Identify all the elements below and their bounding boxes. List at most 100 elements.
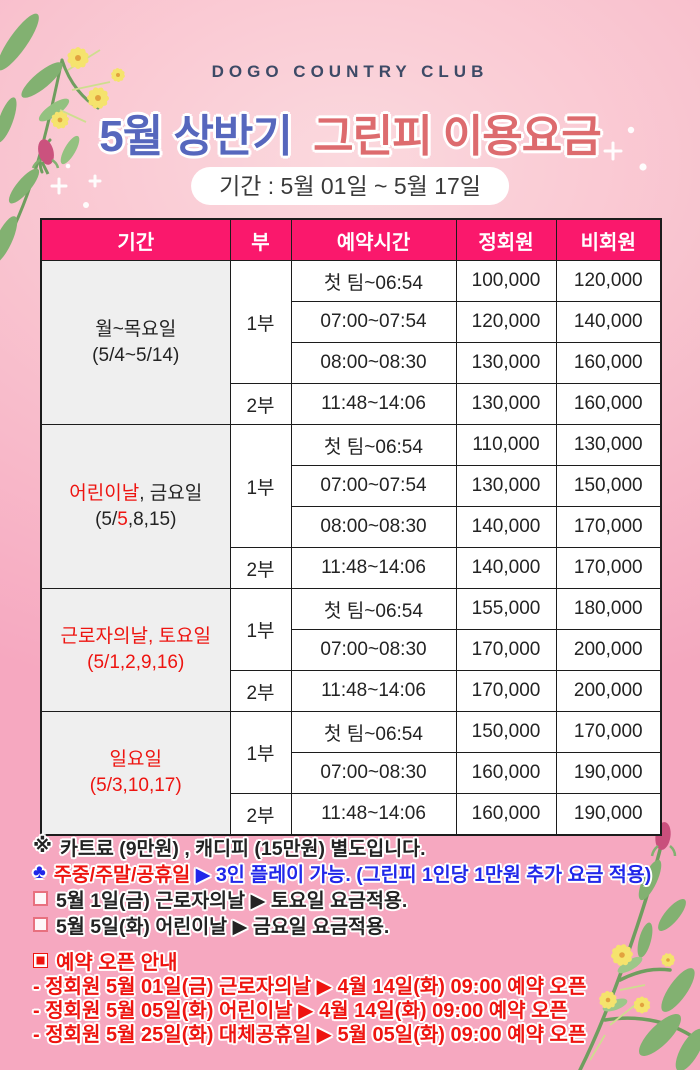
reservation-item: - 정회원 5월 05일(화) 어린이날 ▶ 4월 14일(화) 09:00 예… [33,999,568,1022]
member-price-cell: 130,000 [455,383,557,425]
teetime-cell: 첫 팀~06:54 [290,588,457,630]
session-cell: 2부 [229,793,292,836]
table-row: 07:00~07:54 120,000 140,000 [41,301,662,343]
reservation-item: - 정회원 5월 25일(화) 대체공휴일 ▶ 5월 05일(화) 09:00 … [33,1023,587,1046]
header-session: 부 [229,218,292,261]
teetime-cell: 08:00~08:30 [290,506,457,548]
period-line: (5/1,2,9,16) [87,652,185,673]
teetime-cell: 첫 팀~06:54 [290,424,457,466]
period-line: (5/4~5/14) [92,344,180,366]
teetime-cell: 첫 팀~06:54 [290,260,457,302]
period-cell: 근로자의날, 토요일 (5/1,2,9,16) [40,588,231,712]
nonmember-price-cell: 160,000 [555,342,662,384]
note-line: 5월 1일(금) 근로자의날 ▶ 토요일 요금적용. [33,885,683,912]
member-price-cell: 160,000 [455,752,557,794]
club-icon: ♣ [33,860,46,883]
member-price-cell: 120,000 [455,301,557,343]
nonmember-price-cell: 190,000 [555,793,662,836]
period-line: (5/3,10,17) [89,775,182,796]
table-row: 일요일 (5/3,10,17) 1부 첫 팀~06:54 150,000 170,000 [40,711,662,836]
teetime-cell: 11:48~14:06 [290,383,457,425]
note-line: 5월 5일(화) 어린이날 ▶ 금요일 요금적용. [33,911,683,938]
title-subject: 그린피 이용요금 [313,112,602,161]
filled-square-icon [33,952,48,968]
teetime-cell: 07:00~07:54 [290,301,457,343]
teetime-cell: 11:48~14:06 [290,547,457,589]
table-row: 2부 11:48~14:06 160,000 190,000 [41,793,662,836]
square-outline-icon [33,916,48,932]
session-cell: 1부 [229,711,292,794]
club-name: DOGO COUNTRY CLUB [211,62,489,81]
note-line: ※ 카트료 (9만원) , 캐디피 (15만원) 별도입니다. [33,833,683,860]
member-price-cell: 130,000 [455,465,557,507]
nonmember-price-cell: 120,000 [555,260,662,302]
table-row: 07:00~07:54 130,000 150,000 [41,465,662,507]
title-month: 5월 상반기 [99,112,293,161]
session-cell: 1부 [229,424,292,548]
session-cell: 2부 [229,547,292,589]
member-price-cell: 130,000 [455,342,557,384]
member-price-cell: 100,000 [455,260,557,302]
period-line: 어린이날, 금요일 [69,482,203,504]
page-title: 5월 상반기 그린피 이용요금 [0,100,700,164]
session-cell: 2부 [229,670,292,712]
teetime-cell: 08:00~08:30 [290,342,457,384]
table-row: 07:00~08:30 170,000 200,000 [41,629,662,671]
nonmember-price-cell: 170,000 [555,506,662,548]
member-price-cell: 160,000 [455,793,557,836]
header-nonmember: 비회원 [555,218,662,261]
header-member: 정회원 [455,218,557,261]
table-row: 07:00~08:30 160,000 190,000 [41,752,662,794]
period-line: (5/5,8,15) [95,508,177,530]
nonmember-price-cell: 140,000 [555,301,662,343]
session-cell: 1부 [229,260,292,384]
table-row: 월~목요일 (5/4~5/14) 1부 첫 팀~06:54 100,000 120,000 [40,260,662,425]
reservation-item: - 정회원 5월 01일(금) 근로자의날 ▶ 4월 14일(화) 09:00 … [33,975,587,998]
period-cell: 일요일 (5/3,10,17) [40,711,231,836]
teetime-cell: 07:00~08:30 [290,629,457,671]
nonmember-price-cell: 200,000 [555,629,662,671]
member-price-cell: 155,000 [455,588,557,630]
note-text: 주중/주말/공휴일 ▶ 3인 플레이 가능. (그린피 1인당 1만원 추가 요… [53,863,652,886]
reservation-heading: 예약 오픈 안내 [33,948,693,974]
header-teetime: 예약시간 [290,218,457,261]
teetime-cell: 첫 팀~06:54 [290,711,457,753]
nonmember-price-cell: 130,000 [555,424,662,466]
nonmember-price-cell: 180,000 [555,588,662,630]
note-line: ♣ 주중/주말/공휴일 ▶ 3인 플레이 가능. (그린피 1인당 1만원 추가 … [33,859,683,886]
member-price-cell: 150,000 [455,711,557,753]
member-price-cell: 140,000 [455,547,557,589]
period-line: 일요일 [109,749,162,770]
nonmember-price-cell: 170,000 [555,711,662,753]
table-row: 어린이날, 금요일 (5/5,8,15) 1부 첫 팀~06:54 110,000 130… [40,424,662,589]
note-text: 5월 1일(금) 근로자의날 ▶ 토요일 요금적용. [56,889,408,912]
square-outline-icon [33,890,48,906]
period-line: 근로자의날, 토요일 [60,626,211,647]
teetime-cell: 11:48~14:06 [290,670,457,712]
member-price-cell: 170,000 [455,670,557,712]
teetime-cell: 07:00~08:30 [290,752,457,794]
table-row: 근로자의날, 토요일 (5/1,2,9,16) 1부 첫 팀~06:54 155,000… [40,588,662,712]
table-row: 2부 11:48~14:06 140,000 170,000 [41,547,662,589]
note-text: 카트료 (9만원) , 캐디피 (15만원) 별도입니다. [59,837,426,860]
nonmember-price-cell: 150,000 [555,465,662,507]
reservation-open-section: 예약 오픈 안내 - 정회원 5월 01일(금) 근로자의날 ▶ 4월 14일(… [33,948,693,1046]
nonmember-price-cell: 190,000 [555,752,662,794]
header-period: 기간 [40,218,231,261]
member-price-cell: 170,000 [455,629,557,671]
member-price-cell: 110,000 [455,424,557,466]
nonmember-price-cell: 200,000 [555,670,662,712]
member-price-cell: 140,000 [455,506,557,548]
teetime-cell: 11:48~14:06 [290,793,457,836]
period-cell: 어린이날, 금요일 (5/5,8,15) [40,424,231,589]
session-cell: 1부 [229,588,292,671]
table-row: 08:00~08:30 140,000 170,000 [41,506,662,548]
note-text: 5월 5일(화) 어린이날 ▶ 금요일 요금적용. [56,915,390,938]
period-badge: 기간 : 5월 01일 ~ 5월 17일 [191,167,509,205]
teetime-cell: 07:00~07:54 [290,465,457,507]
period-line: 월~목요일 [95,318,177,340]
session-cell: 2부 [229,383,292,425]
table-header-row: 기간 부 예약시간 정회원 비회원 [40,218,662,261]
period-cell: 월~목요일 (5/4~5/14) [40,260,231,425]
